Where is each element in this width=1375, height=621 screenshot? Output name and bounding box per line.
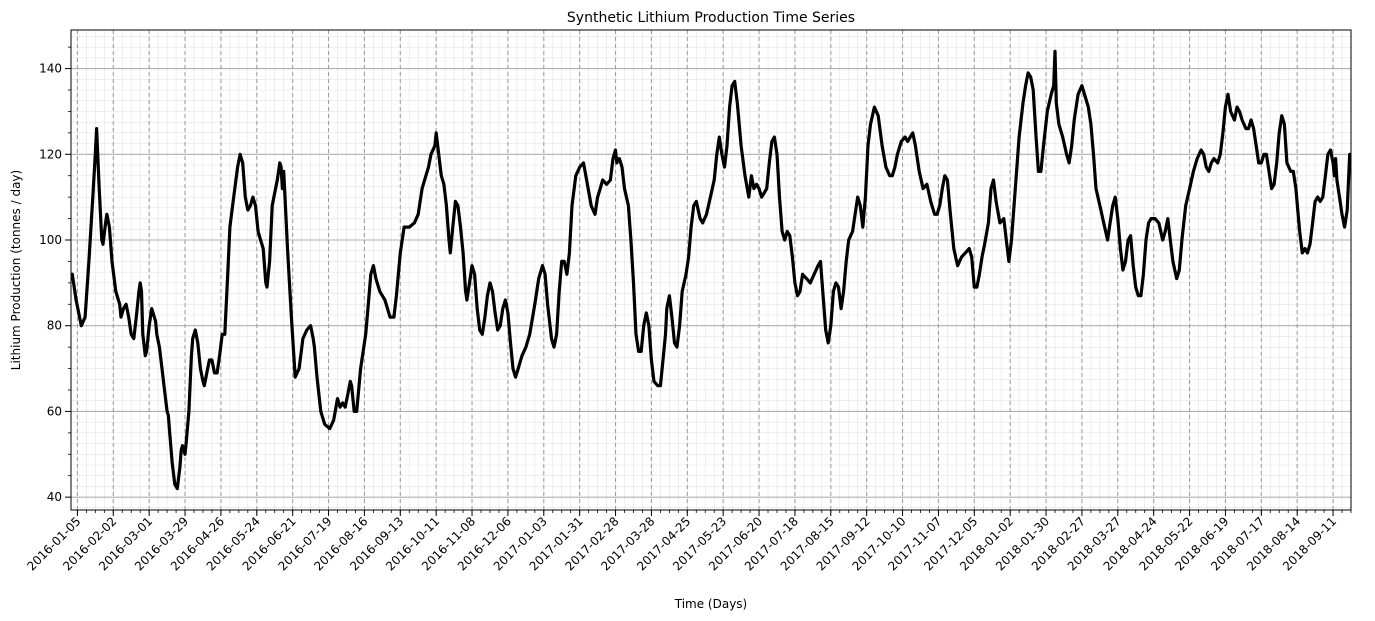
y-tick-label: 120 bbox=[39, 147, 62, 161]
y-tick-label: 40 bbox=[47, 490, 62, 504]
y-tick-label: 100 bbox=[39, 233, 62, 247]
y-tick-label: 140 bbox=[39, 62, 62, 76]
chart-title: Synthetic Lithium Production Time Series bbox=[567, 10, 855, 26]
plot-area-frame bbox=[70, 29, 1352, 511]
major-grid bbox=[71, 68, 1351, 498]
x-axis-label: Time (Days) bbox=[674, 597, 748, 611]
y-tick-label: 60 bbox=[47, 404, 62, 418]
y-tick-label: 80 bbox=[47, 319, 62, 333]
x-axis-ticks: 2016-01-052016-02-022016-03-012016-03-29… bbox=[24, 510, 1352, 573]
production-series-line bbox=[70, 49, 1352, 491]
y-axis-label: Lithium Production (tonnes / day) bbox=[9, 170, 23, 370]
y-axis-ticks: 40 60 80 100 120 140 bbox=[39, 46, 71, 504]
minor-grid bbox=[71, 30, 1352, 510]
